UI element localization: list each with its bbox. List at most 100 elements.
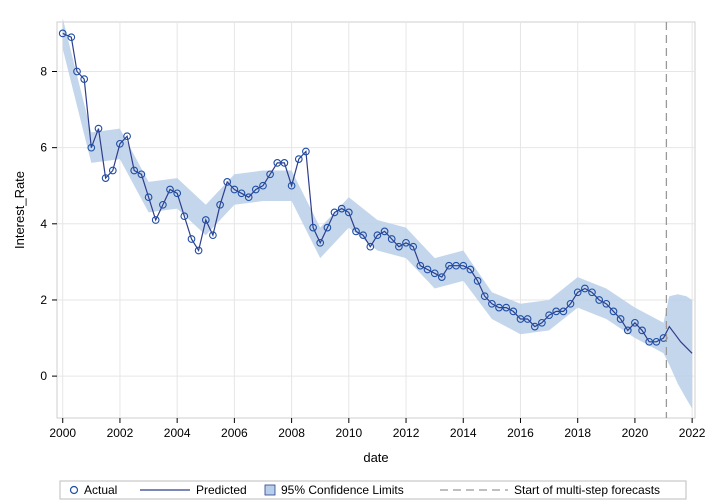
- x-tick-label: 2014: [450, 426, 477, 440]
- actual-point: [237, 189, 246, 198]
- actual-point: [616, 315, 625, 323]
- actual-point: [101, 174, 110, 182]
- y-tick-label: 4: [40, 217, 47, 231]
- y-tick-label: 6: [40, 141, 47, 155]
- actual-point: [380, 227, 389, 236]
- actual-point: [609, 307, 618, 316]
- actual-point: [266, 170, 274, 179]
- actual-point: [552, 307, 561, 316]
- actual-point: [530, 322, 539, 331]
- actual-point: [488, 299, 496, 308]
- actual-point: [538, 318, 546, 327]
- actual-point: [216, 200, 224, 209]
- x-tick-label: 2012: [393, 426, 420, 440]
- actual-point: [180, 212, 189, 221]
- actual-point: [437, 273, 446, 281]
- x-tick-label: 2008: [278, 426, 305, 440]
- actual-point: [588, 288, 596, 297]
- actual-point: [545, 311, 553, 320]
- predicted-line-layer: [62, 32, 693, 354]
- actual-point: [144, 193, 153, 202]
- x-tick-label: 2004: [164, 426, 191, 440]
- actual-point: [523, 315, 532, 323]
- actual-point: [359, 231, 367, 240]
- legend-frame: [59, 480, 687, 500]
- actual-point: [244, 193, 253, 202]
- actual-point: [330, 208, 339, 217]
- actual-point: [466, 265, 475, 274]
- actual-point: [58, 29, 67, 38]
- actual-point: [130, 166, 139, 175]
- actual-point: [94, 124, 103, 133]
- actual-point: [595, 296, 604, 304]
- actual-point: [344, 208, 353, 217]
- actual-point: [652, 337, 661, 346]
- x-tick-label: 2010: [335, 426, 362, 440]
- actual-point: [416, 261, 425, 270]
- actual-point: [402, 238, 410, 247]
- actual-point: [430, 269, 439, 278]
- x-axis-ticks: 2000 2002 2004 2006 2008 2010 2012 2014 2016 2018…: [49, 418, 706, 440]
- legend-actual-label: Actual: [84, 483, 117, 497]
- actual-point: [287, 181, 296, 190]
- actual-point: [602, 299, 611, 308]
- legend-actual-marker: [69, 485, 79, 495]
- legend-confidence-swatch: [264, 484, 276, 496]
- confidence-band-layer: [62, 18, 693, 409]
- actual-point: [194, 246, 203, 255]
- actual-point: [108, 166, 117, 175]
- actual-point: [316, 238, 325, 247]
- x-tick-label: 2016: [507, 426, 534, 440]
- actual-point: [230, 185, 239, 194]
- actual-point: [623, 326, 632, 335]
- actual-point: [387, 235, 396, 243]
- legend-confidence-label: 95% Confidence Limits: [281, 483, 404, 497]
- actual-point: [495, 303, 503, 312]
- actual-point: [294, 155, 303, 163]
- actual-point: [151, 216, 160, 224]
- actual-point: [309, 223, 317, 232]
- y-tick-label: 0: [40, 369, 47, 383]
- actual-point: [280, 159, 289, 167]
- actual-point: [559, 307, 568, 316]
- actual-point: [459, 261, 468, 270]
- y-tick-label: 8: [40, 65, 47, 79]
- y-axis-title: Interest_Rate: [12, 171, 27, 249]
- actual-point: [631, 318, 639, 327]
- actual-point: [480, 292, 489, 301]
- actual-point: [80, 75, 89, 83]
- actual-point: [323, 223, 332, 232]
- actual-point: [366, 242, 375, 251]
- actual-markers-layer: [58, 29, 668, 346]
- x-tick-label: 2022: [679, 426, 706, 440]
- predicted-line: [62, 32, 693, 354]
- y-axis-ticks: 0 2 4 6 8: [40, 65, 57, 383]
- actual-point: [259, 181, 267, 190]
- actual-point: [473, 277, 482, 285]
- grid-lines: [57, 22, 695, 418]
- actual-point: [173, 189, 182, 198]
- legend: Actual Predicted 95% Confidence Limits S…: [59, 480, 687, 500]
- actual-point: [223, 178, 232, 186]
- actual-point: [209, 231, 217, 240]
- plot-area-frame: [56, 21, 696, 419]
- actual-point: [573, 288, 582, 297]
- x-tick-label: 2020: [622, 426, 649, 440]
- actual-point: [123, 132, 131, 141]
- actual-point: [566, 299, 575, 308]
- actual-point: [87, 143, 96, 152]
- actual-point: [67, 33, 76, 42]
- actual-point: [159, 200, 167, 209]
- y-tick-label: 2: [40, 293, 47, 307]
- x-tick-label: 2018: [564, 426, 591, 440]
- x-tick-label: 2006: [221, 426, 248, 440]
- actual-point: [502, 303, 511, 312]
- actual-point: [645, 337, 654, 346]
- confidence-band: [62, 18, 693, 409]
- actual-point: [395, 242, 403, 251]
- actual-point: [302, 147, 310, 156]
- actual-point: [423, 265, 432, 274]
- actual-point: [581, 284, 589, 293]
- legend-forecast-label: Start of multi-step forecasts: [514, 483, 660, 497]
